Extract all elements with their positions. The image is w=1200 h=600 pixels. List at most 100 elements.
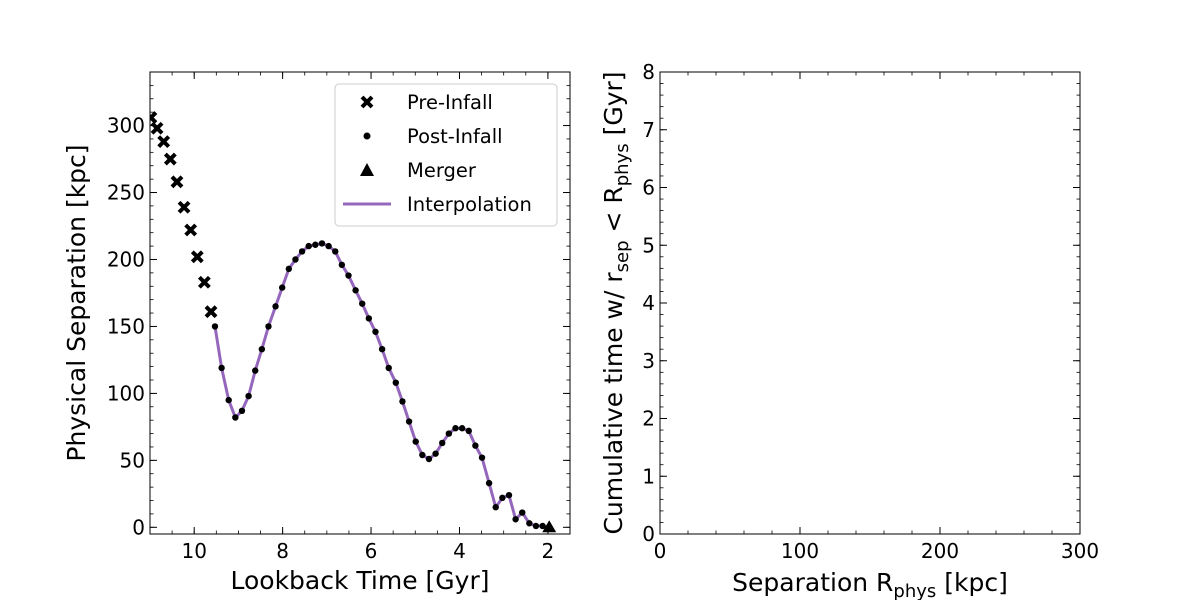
post-infall-point: [405, 418, 413, 425]
x-tick-label: 10: [181, 539, 206, 563]
post-infall-point: [492, 504, 499, 511]
x-axis-label: Lookback Time [Gyr]: [231, 566, 490, 595]
x-tick-label: 0: [654, 539, 667, 563]
y-tick-label: 6: [642, 176, 655, 200]
post-infall-point: [305, 242, 312, 250]
y-axis-label: Physical Separation [kpc]: [62, 144, 91, 461]
legend: Pre-Infall Post-Infall Merger Interpolat…: [334, 83, 558, 227]
y-tick-label: 3: [642, 349, 655, 373]
post-infall-point: [439, 439, 446, 447]
y-tick-label: 5: [642, 233, 655, 257]
axes-frame: [149, 71, 571, 535]
pre-infall-point: [184, 223, 198, 237]
pre-infall-point: [197, 275, 211, 289]
x-tick-label: 4: [453, 539, 466, 563]
pre-infall-point: [170, 175, 184, 189]
legend-item-merger: Merger: [360, 159, 477, 182]
post-infall-point: [258, 346, 266, 353]
pre-infall-point: [204, 305, 218, 319]
post-infall-point: [298, 248, 306, 255]
post-infall-point: [445, 430, 453, 437]
post-infall-point: [332, 248, 339, 255]
pre-infall-point: [150, 111, 158, 124]
post-infall-point: [285, 265, 293, 273]
x-tick-label: 200: [921, 539, 959, 563]
x-tick-label: 2: [542, 539, 555, 563]
legend-label: Post-Infall: [407, 125, 503, 148]
post-infall-point: [265, 323, 272, 330]
y-tick-label: 300: [107, 114, 145, 138]
legend-label: Pre-Infall: [407, 91, 493, 114]
y-tick-label: 7: [642, 118, 655, 142]
pre-infall-point: [190, 250, 204, 264]
post-infall-point: [292, 256, 299, 263]
post-infall-point: [499, 494, 506, 502]
post-infall-point: [458, 425, 466, 432]
axes-frame: [659, 71, 1081, 535]
post-infall-point: [385, 364, 392, 372]
legend-item-pre-infall: Pre-Infall: [360, 91, 493, 114]
pre-infall-point: [177, 200, 191, 214]
plot-area: [660, 72, 1080, 534]
x-tick-labels: 0 100 200 300: [654, 539, 1099, 563]
post-infall-point: [232, 414, 239, 421]
legend-item-post-infall: Post-Infall: [363, 125, 503, 148]
post-infall-markers: [211, 240, 553, 531]
separation-vs-time-chart: 10 8 6 4 2 0 50 100 150 200 250 300 Pre-Infall Pos…: [62, 71, 571, 595]
dot-marker-icon: [363, 132, 371, 140]
post-infall-point: [352, 287, 359, 294]
merger-point: [542, 520, 557, 533]
triangle-marker-icon: [360, 163, 374, 176]
y-tick-label: 1: [642, 464, 655, 488]
post-infall-point: [245, 392, 252, 400]
x-tick-label: 100: [781, 539, 819, 563]
post-infall-point: [539, 522, 546, 530]
pre-infall-point: [157, 135, 171, 149]
y-tick-label: 100: [107, 381, 145, 405]
post-infall-point: [425, 455, 433, 463]
post-infall-point: [465, 427, 472, 435]
post-infall-point: [338, 261, 346, 269]
post-infall-point: [432, 450, 439, 457]
post-infall-point: [512, 516, 519, 523]
post-infall-point: [526, 520, 533, 527]
post-infall-point: [218, 364, 225, 372]
pre-infall-point: [150, 121, 164, 135]
post-infall-point: [505, 491, 513, 499]
legend-box: [334, 83, 558, 227]
post-infall-point: [485, 479, 493, 487]
pre-infall-point: [163, 152, 177, 166]
legend-label: Interpolation: [407, 193, 532, 216]
post-infall-point: [359, 300, 366, 307]
post-infall-point: [478, 454, 486, 461]
x-tick-label: 8: [276, 539, 289, 563]
post-infall-point: [472, 442, 479, 449]
x-axis-label: Separation Rphys [kpc]: [732, 568, 1008, 600]
post-infall-point: [318, 240, 326, 247]
post-infall-point: [532, 522, 540, 530]
post-infall-point: [412, 438, 419, 445]
x-marker-icon: [360, 95, 374, 109]
post-infall-point: [225, 396, 232, 404]
cumulative-time-chart: 0 100 200 300 0 1 2 3 4 5 6 7 8 Separation Rphys [k…: [599, 60, 1099, 600]
y-tick-label: 200: [107, 247, 145, 271]
post-infall-point: [345, 272, 352, 279]
pre-infall-markers: [150, 111, 218, 319]
post-infall-point: [392, 379, 400, 386]
post-infall-point: [399, 398, 406, 405]
post-infall-point: [419, 451, 426, 459]
post-infall-point: [211, 323, 219, 330]
y-tick-label: 50: [120, 448, 145, 472]
y-tick-label: 4: [642, 291, 655, 315]
y-tick-label: 250: [107, 181, 145, 205]
x-tick-labels: 10 8 6 4 2: [181, 539, 554, 563]
y-tick-label: 0: [132, 515, 145, 539]
y-tick-labels: 0 50 100 150 200 250 300: [107, 114, 145, 540]
legend-item-interpolation: Interpolation: [343, 193, 532, 216]
post-infall-point: [238, 407, 246, 414]
y-tick-label: 8: [642, 60, 655, 84]
post-infall-point: [252, 367, 259, 374]
post-infall-point: [278, 284, 286, 291]
y-axis-label: Cumulative time w/ rsep < Rphys [Gyr]: [599, 71, 633, 534]
